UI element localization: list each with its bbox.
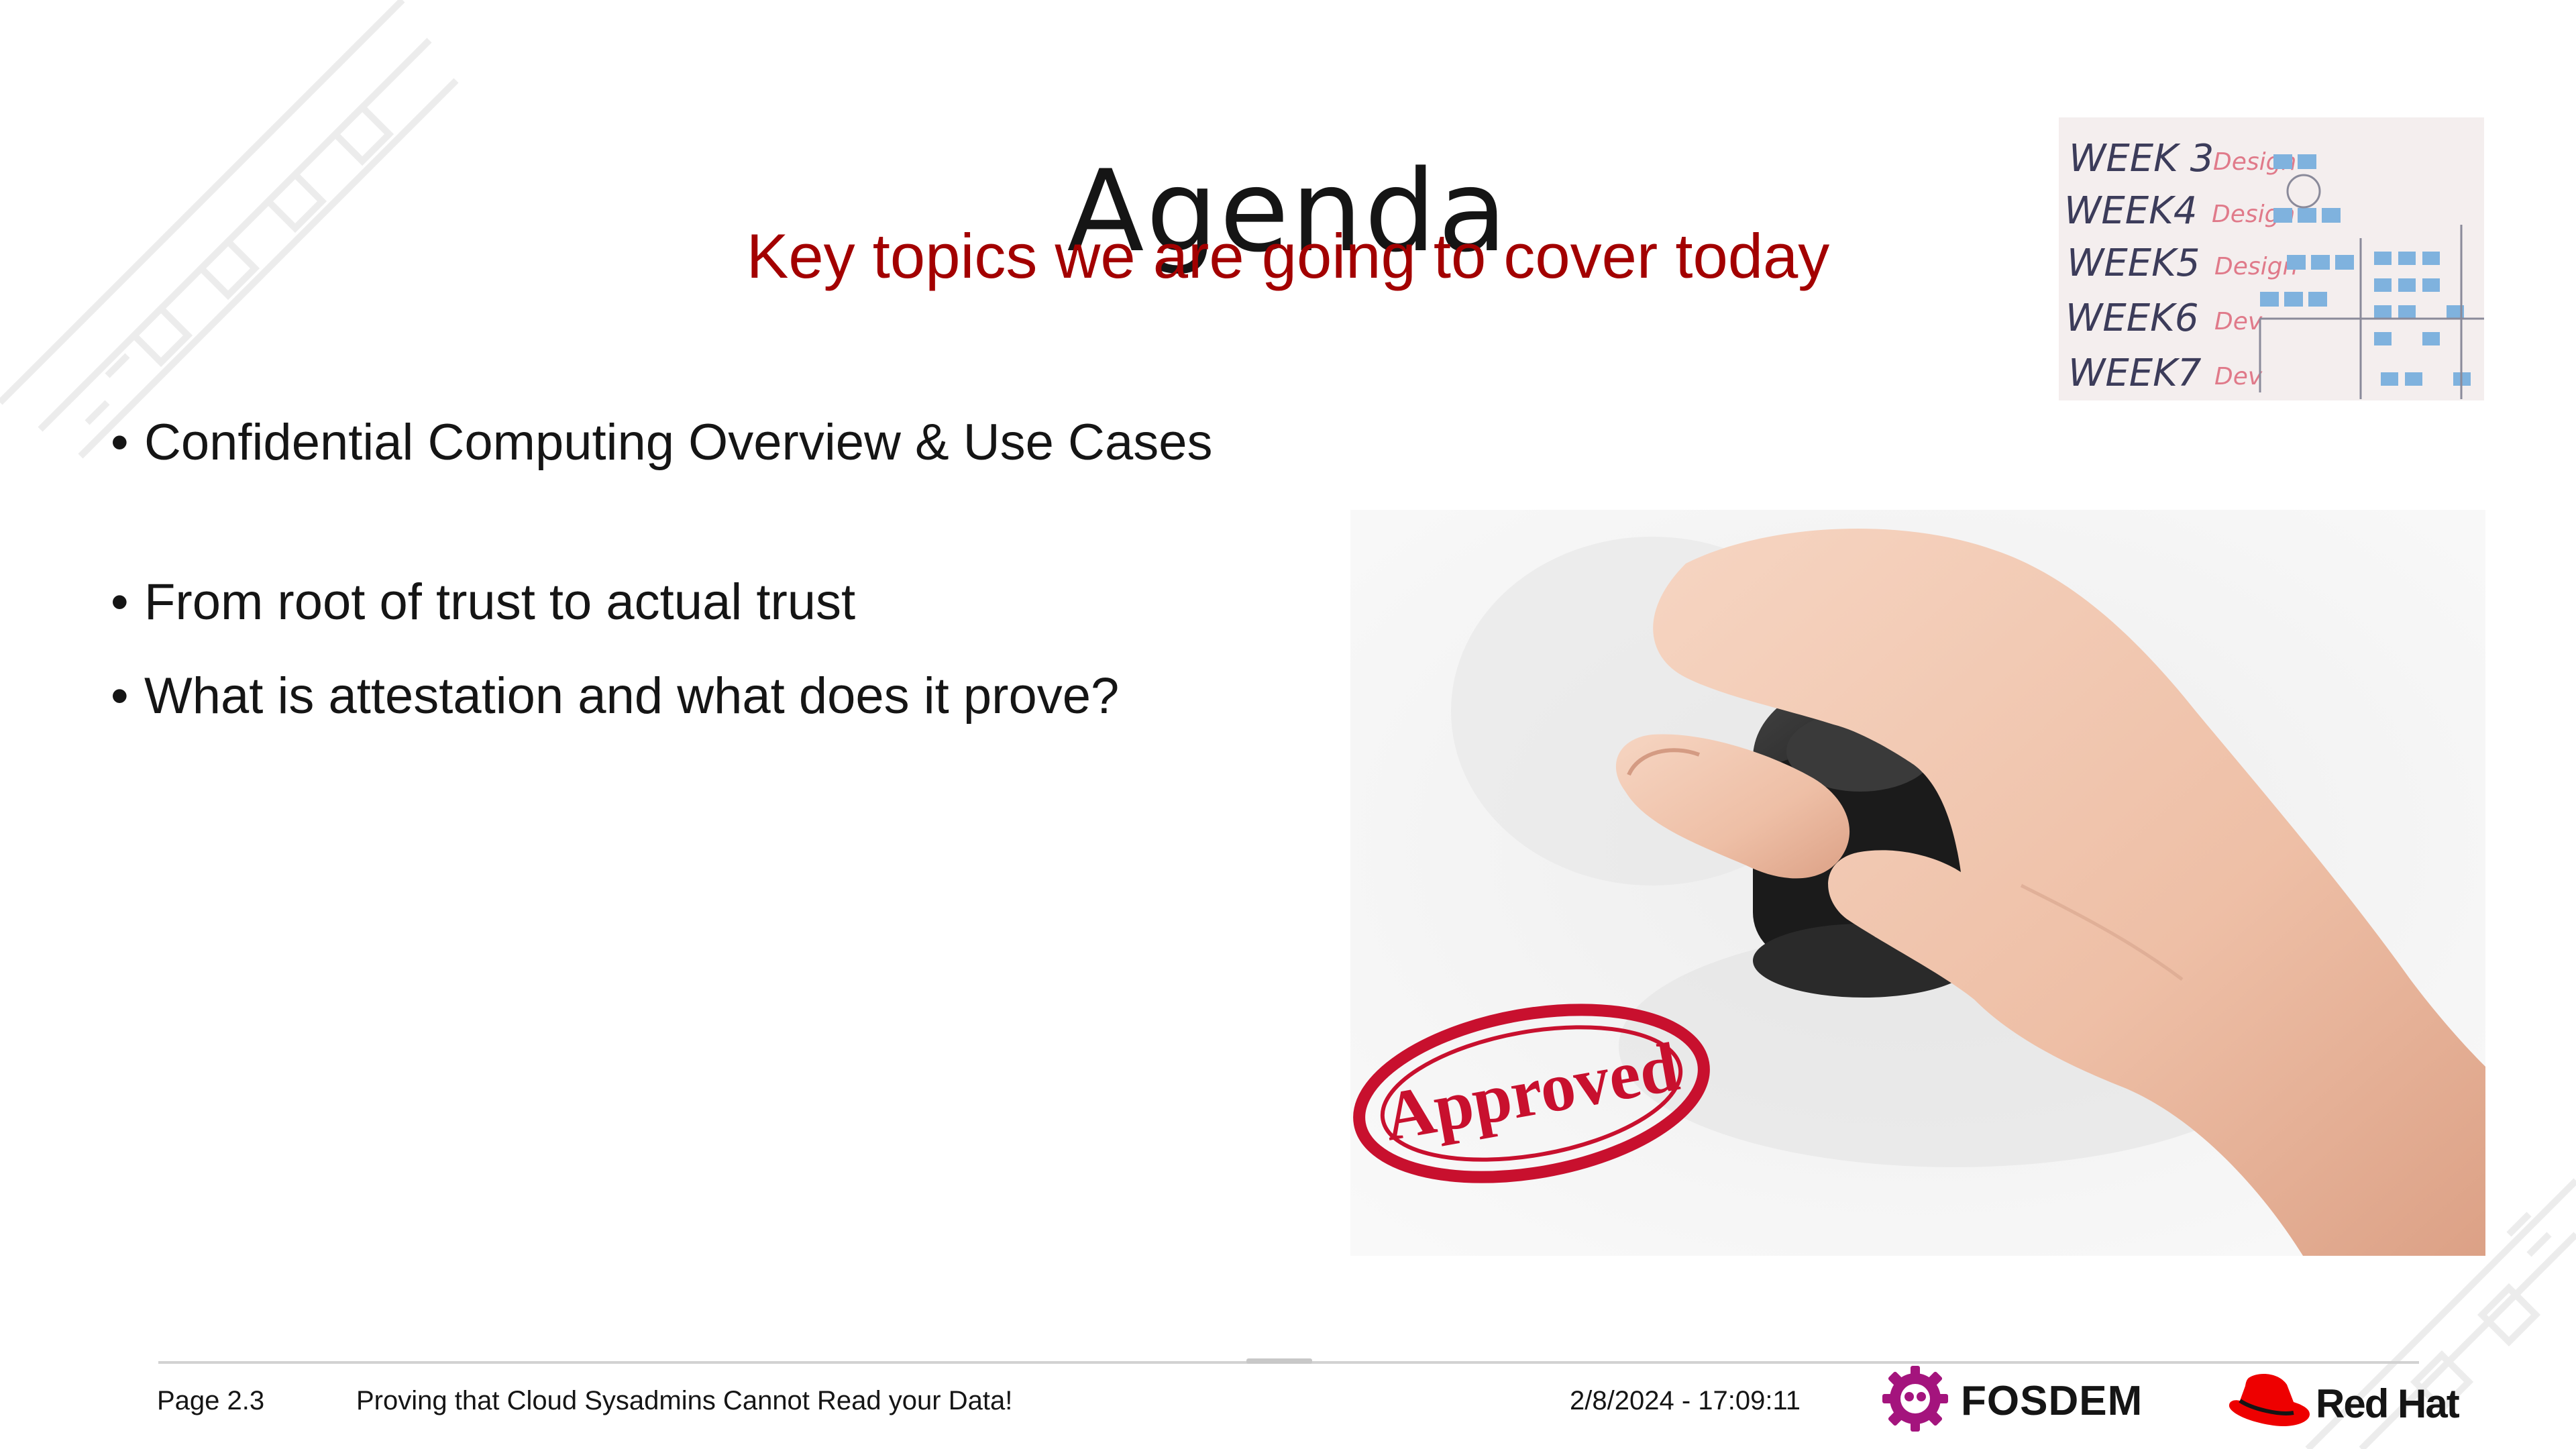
- whiteboard-week-3: WEEK 3: [2069, 137, 2214, 180]
- fosdem-gear-icon: [1882, 1366, 1948, 1432]
- whiteboard-photo: WEEK 3 WEEK4 WEEK5 WEEK6 WEEK7 Design De…: [2059, 117, 2484, 400]
- bullet-text: Confidential Computing Overview & Use Ca…: [144, 414, 1213, 471]
- whiteboard-tag: Dev: [2214, 308, 2263, 335]
- footer-talk-title: Proving that Cloud Sysadmins Cannot Read…: [356, 1386, 1013, 1415]
- slide-subtitle: Key topics we are going to cover today: [746, 221, 1830, 291]
- bullet-text: From root of trust to actual trust: [144, 574, 856, 631]
- approved-stamp-photo: Approved: [1350, 510, 2485, 1256]
- whiteboard-week-7: WEEK7: [2068, 352, 2202, 395]
- whiteboard-week-4: WEEK4: [2064, 189, 2198, 233]
- redhat-logo-text: Red Hat: [2316, 1381, 2460, 1426]
- bullet-item-2: • From root of trust to actual trust: [111, 577, 855, 628]
- redhat-logo-icon: [2229, 1374, 2310, 1427]
- footer-divider-notch: [1246, 1358, 1312, 1364]
- bullet-text: What is attestation and what does it pro…: [144, 667, 1120, 724]
- bullet-item-1: • Confidential Computing Overview & Use C…: [111, 417, 1212, 468]
- fosdem-logo-text: FOSDEM: [1961, 1378, 2143, 1424]
- background-pattern-bottom-right: [2305, 1178, 2576, 1449]
- background-pattern-top-left: [0, 0, 459, 459]
- bullet-dot: •: [111, 667, 129, 724]
- footer-datetime: 2/8/2024 - 17:09:11: [1570, 1386, 1801, 1415]
- bullet-dot: •: [111, 414, 129, 471]
- whiteboard-week-6: WEEK6: [2065, 297, 2199, 340]
- footer-page-number: Page 2.3: [157, 1386, 265, 1415]
- bullet-dot: •: [111, 574, 129, 631]
- whiteboard-week-5: WEEK5: [2067, 241, 2200, 285]
- slide-title: Agenda: [1067, 145, 1509, 277]
- bullet-item-3: • What is attestation and what does it pr…: [111, 671, 1119, 722]
- whiteboard-tag: Design: [2214, 253, 2298, 280]
- whiteboard-tag: Dev: [2214, 363, 2263, 390]
